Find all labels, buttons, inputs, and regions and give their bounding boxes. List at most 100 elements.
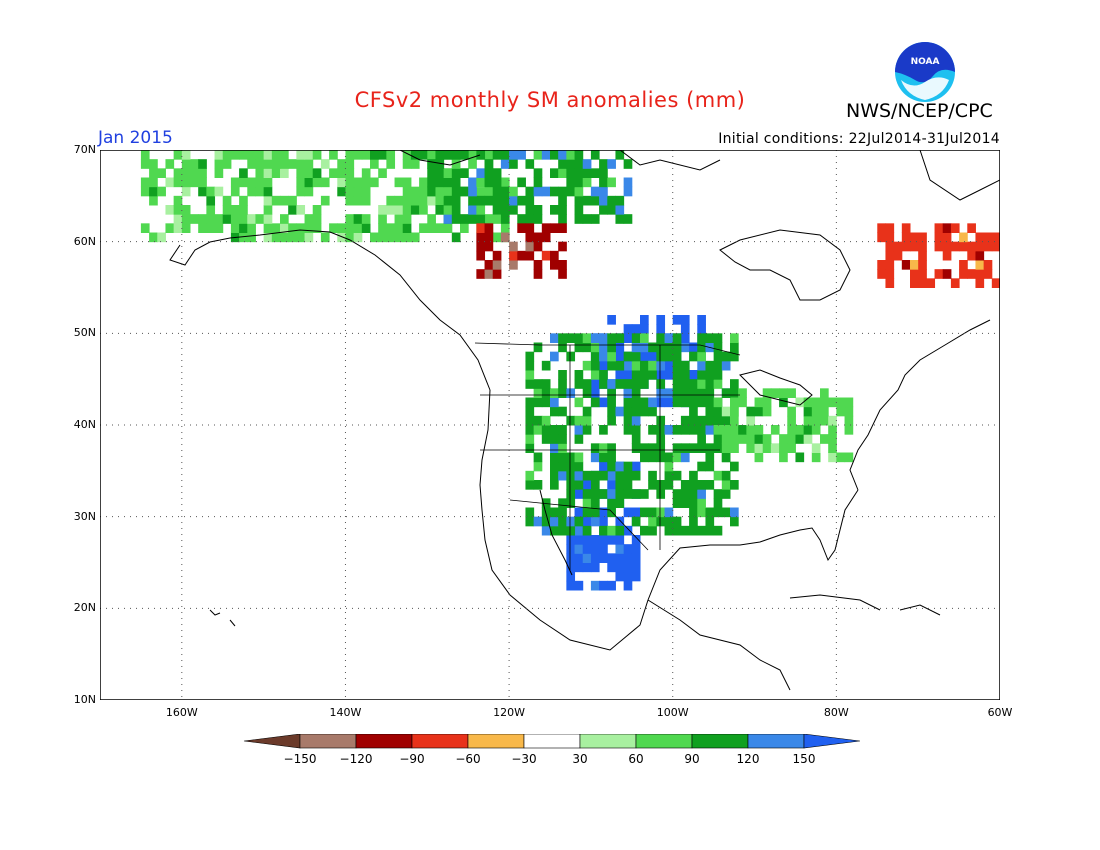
anomaly-cell [361, 168, 371, 178]
anomaly-cell [566, 525, 576, 536]
anomaly-cell [615, 342, 625, 353]
anomaly-cell [541, 388, 551, 398]
anomaly-cell [623, 470, 633, 481]
anomaly-cell [615, 571, 625, 582]
anomaly-cell [484, 269, 494, 279]
anomaly-cell [517, 177, 526, 188]
anomaly-cell [312, 214, 322, 224]
anomaly-cell [574, 470, 584, 481]
anomaly-cell [394, 214, 404, 224]
anomaly-cell [640, 324, 649, 334]
anomaly-cell [705, 461, 715, 472]
anomaly-cell [918, 250, 927, 261]
lon-tick-label: 100W [656, 706, 689, 719]
anomaly-cell [648, 351, 657, 362]
anomaly-cell [607, 360, 616, 371]
anomaly-cell [500, 232, 510, 243]
anomaly-cell [353, 214, 363, 224]
anomaly-cell [828, 425, 837, 435]
anomaly-cell [648, 525, 657, 536]
anomaly-cell [599, 370, 608, 380]
anomaly-cell [942, 232, 952, 243]
anomaly-cell [713, 333, 723, 343]
anomaly-cell [680, 360, 690, 371]
anomaly-cell [599, 177, 608, 188]
anomaly-cell [664, 370, 674, 380]
anomaly-cell [550, 168, 559, 178]
anomaly-cell [410, 232, 420, 243]
anomaly-cell [582, 480, 592, 490]
anomaly-cell [525, 370, 535, 380]
anomaly-cell [713, 489, 723, 499]
anomaly-cell [468, 195, 477, 206]
anomaly-cell [582, 406, 592, 417]
anomaly-cell [779, 443, 788, 453]
anomaly-cell [402, 232, 412, 243]
anomaly-cell [370, 150, 379, 160]
anomaly-cell [738, 434, 747, 444]
anomaly-cell [337, 168, 346, 178]
anomaly-cell [623, 186, 633, 197]
anomaly-cell [296, 205, 306, 215]
anomaly-cell [574, 370, 584, 380]
anomaly-cell [492, 195, 502, 206]
anomaly-cell [198, 177, 207, 188]
anomaly-cell [345, 186, 355, 197]
anomaly-cell [394, 195, 404, 206]
anomaly-cell [566, 186, 576, 197]
anomaly-cell [550, 480, 559, 490]
anomaly-cell [656, 516, 666, 527]
anomaly-cell [574, 342, 584, 353]
anomaly-cell [656, 342, 666, 353]
anomaly-cell [582, 544, 592, 554]
anomaly-cell [230, 186, 240, 197]
anomaly-cell [615, 516, 625, 527]
anomaly-cell [689, 480, 698, 490]
anomaly-cell [705, 379, 715, 389]
anomaly-cell [312, 168, 322, 178]
anomaly-cell [746, 406, 756, 417]
anomaly-cell [558, 214, 567, 224]
anomaly-cell [615, 406, 625, 417]
anomaly-cell [599, 525, 608, 536]
anomaly-cell [296, 168, 306, 178]
anomaly-cell [533, 516, 543, 527]
anomaly-cell [599, 489, 608, 499]
lat-lon-grid [100, 150, 1000, 700]
anomaly-cell [574, 434, 584, 444]
anomaly-cell [263, 150, 273, 160]
anomaly-cell [443, 150, 453, 160]
anomaly-cell [181, 150, 191, 160]
anomaly-cell [574, 186, 584, 197]
anomaly-cell [550, 223, 559, 233]
anomaly-cell [623, 214, 633, 224]
anomaly-cell [672, 470, 682, 481]
anomaly-cell [247, 214, 256, 224]
anomaly-cell [419, 150, 428, 160]
anomaly-cell [525, 205, 535, 215]
anomaly-cell [517, 195, 526, 206]
anomaly-cell [525, 516, 535, 527]
anomaly-cell [476, 250, 486, 261]
anomaly-cell [345, 150, 355, 160]
anomaly-cell [329, 223, 338, 233]
anomaly-cell [599, 553, 608, 563]
anomaly-cell [509, 195, 518, 206]
anomaly-cell [746, 425, 756, 435]
anomaly-cell [640, 360, 649, 371]
anomaly-cell [345, 214, 355, 224]
anomaly-cell [280, 223, 289, 233]
anomaly-cell [460, 223, 469, 233]
anomaly-cell [730, 351, 739, 362]
anomaly-cell [664, 470, 674, 481]
anomaly-cell [779, 397, 788, 408]
anomaly-cell [173, 150, 183, 160]
anomaly-cell [574, 461, 584, 472]
anomaly-cell [623, 525, 633, 536]
anomaly-cell [664, 507, 674, 518]
anomaly-cell [754, 434, 764, 444]
anomaly-cell [590, 360, 600, 371]
anomaly-cell [934, 232, 944, 243]
anomaly-cell [247, 150, 256, 160]
anomaly-cell [288, 223, 297, 233]
